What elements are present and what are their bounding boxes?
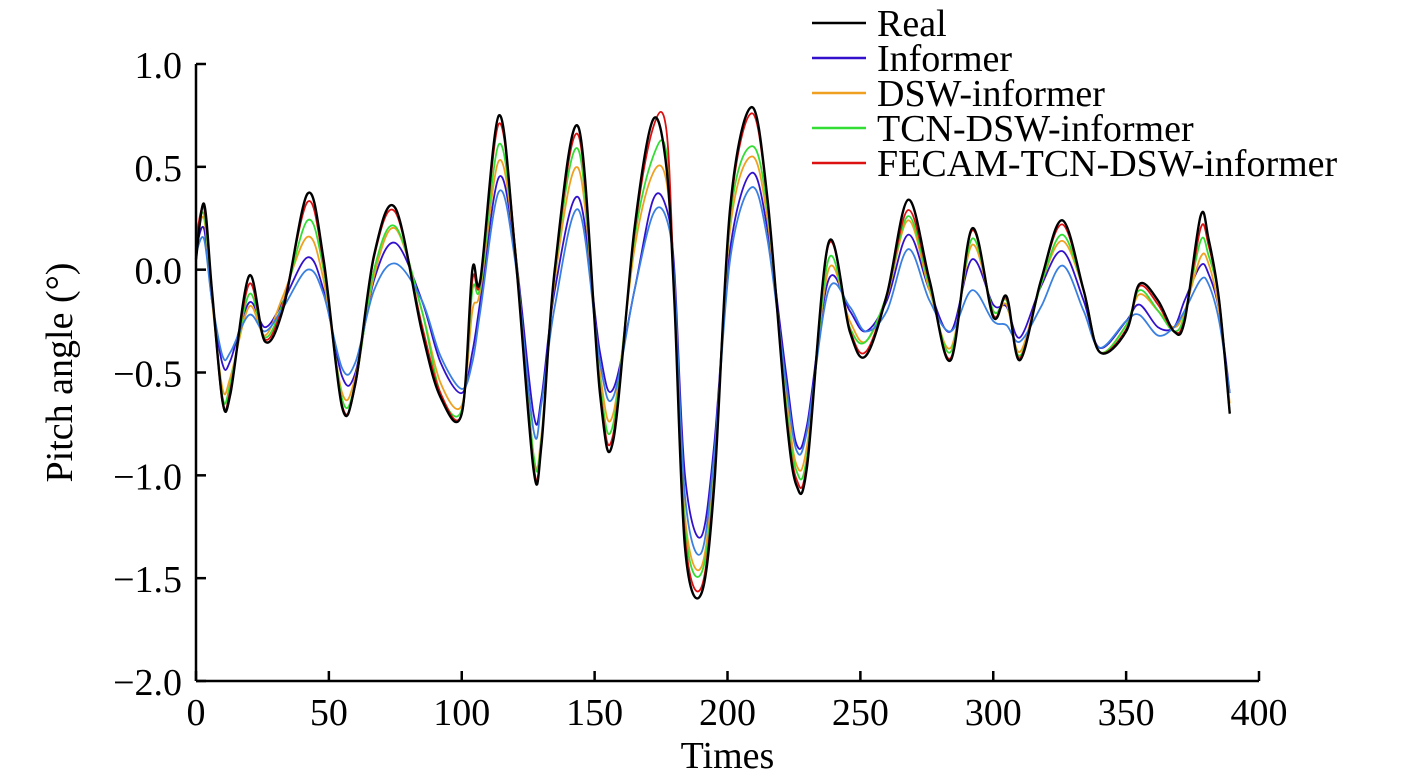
legend-label: Informer (877, 38, 1012, 80)
x-tick-label: 100 (433, 692, 490, 734)
y-tick-label: 0.5 (135, 148, 183, 190)
x-axis-label: Times (681, 735, 775, 777)
y-tick-label: 1.0 (135, 45, 183, 87)
x-tick-label: 250 (832, 692, 889, 734)
x-tick-label: 50 (310, 692, 348, 734)
y-tick-label: −1.0 (113, 456, 182, 498)
y-tick-label: 0.0 (135, 251, 183, 293)
series-line-real (194, 105, 1231, 600)
y-tick-label: −0.5 (113, 354, 182, 396)
y-tick-label: −2.0 (113, 662, 182, 704)
legend-label: TCN-DSW-informer (877, 108, 1194, 150)
series-layer (194, 105, 1231, 600)
legend-label: Real (877, 3, 947, 45)
x-tick-label: 200 (699, 692, 756, 734)
legend: RealInformerDSW-informerTCN-DSW-informer… (812, 3, 1338, 185)
y-axis-label: Pitch angle (°) (39, 263, 81, 483)
x-tick-label: 0 (187, 692, 206, 734)
y-tick-label: −1.5 (113, 559, 182, 601)
x-tick-label: 350 (1098, 692, 1155, 734)
x-tick-label: 300 (965, 692, 1022, 734)
legend-label: FECAM-TCN-DSW-informer (877, 143, 1338, 185)
ticks-layer: 0 50 100 150 200 250 300 350 400 1.0 0.5 0.0 −0.5 −1.… (113, 45, 1287, 734)
x-tick-label: 400 (1231, 692, 1288, 734)
legend-label: DSW-informer (877, 73, 1105, 115)
x-tick-label: 150 (566, 692, 623, 734)
